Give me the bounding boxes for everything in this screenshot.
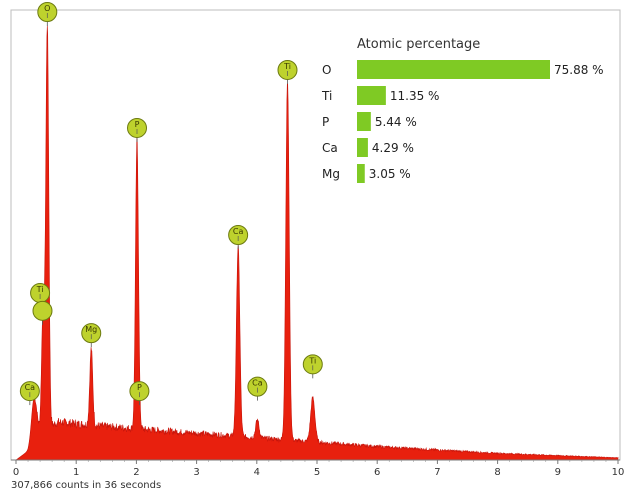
peak-marker: P	[127, 117, 148, 142]
x-tick-label: 2	[133, 467, 139, 478]
legend-bar	[357, 60, 550, 79]
x-tick-label: 4	[254, 467, 260, 478]
legend-rows: O 75.88 % Ti 11.35 % P 5.44 % Ca 4.29 % Mg 3.05 %	[321, 60, 604, 183]
peak-marker-circle	[228, 225, 249, 245]
peak-marker-label: Ca	[233, 227, 244, 236]
peak-marker: Ca	[247, 376, 268, 401]
legend-value: 5.44 %	[375, 115, 417, 129]
legend-element-name: P	[322, 115, 329, 129]
peak-marker-label: O	[44, 4, 50, 13]
plot-area	[10, 9, 621, 461]
peak-marker-circle	[302, 354, 323, 375]
x-tick-label: 0	[13, 467, 19, 478]
atomic-percentage-legend: Atomic percentage O 75.88 % Ti 11.35 % P 5.44…	[321, 37, 604, 183]
peak-marker-label: Ca	[252, 379, 263, 388]
legend-element-name: Mg	[322, 167, 340, 181]
peak-marker-circle	[247, 376, 268, 397]
legend-value: 4.29 %	[372, 141, 414, 155]
peak-marker: Ti	[277, 59, 298, 84]
x-tick-label: 3	[193, 467, 199, 478]
peak-marker-label: Ca	[25, 383, 36, 392]
peak-marker: Mg	[81, 323, 102, 348]
legend-element-name: Ca	[322, 141, 338, 155]
legend-bar	[357, 112, 371, 131]
peak-marker-label: Ti	[36, 285, 44, 294]
legend-bar	[357, 138, 368, 157]
peak-marker-label: Ti	[308, 356, 316, 365]
legend-element-name: Ti	[321, 89, 332, 103]
peak-marker: Ca	[19, 381, 40, 406]
peak-marker-label: Ti	[283, 62, 291, 71]
peak-marker-circle	[81, 323, 102, 344]
peak-marker-label: Mg	[85, 325, 97, 334]
peak-marker-label: P	[135, 120, 140, 129]
peak-marker	[32, 300, 53, 325]
x-axis-ticks: 0 1 2 3 4 5 6 7 8 9 10	[13, 460, 625, 478]
peak-marker-circle	[19, 381, 40, 402]
legend-bar	[357, 164, 365, 183]
peak-marker-circle	[37, 2, 58, 22]
x-tick-label: 6	[374, 467, 380, 478]
peak-marker-circle	[129, 381, 150, 402]
x-tick-label: 10	[612, 467, 625, 478]
legend-value: 11.35 %	[390, 89, 440, 103]
legend-row: Ca 4.29 %	[322, 138, 414, 157]
x-tick-label: 8	[494, 467, 500, 478]
x-tick-label: 1	[73, 467, 79, 478]
legend-row: Mg 3.05 %	[322, 164, 411, 183]
legend-row: Ti 11.35 %	[321, 86, 439, 105]
legend-value: 75.88 %	[554, 63, 604, 77]
x-tick-label: 5	[314, 467, 320, 478]
peak-marker-circle	[127, 117, 148, 138]
legend-bar	[357, 86, 386, 105]
spectrum-area	[15, 25, 619, 461]
peak-marker: Ti	[302, 354, 323, 379]
legend-row: P 5.44 %	[322, 112, 417, 131]
peak-marker-circle	[277, 59, 298, 80]
legend-element-name: O	[322, 63, 331, 77]
peak-marker-label: P	[137, 383, 142, 392]
legend-title: Atomic percentage	[357, 37, 480, 52]
peak-marker: P	[129, 381, 150, 406]
legend-value: 3.05 %	[369, 167, 411, 181]
peak-marker: Ca	[228, 225, 249, 249]
x-tick-label: 9	[555, 467, 561, 478]
peak-markers: O P Ca Ti Ti Mg Ca P Ca Ti	[19, 2, 323, 406]
counts-footer: 307,866 counts in 36 seconds	[11, 480, 161, 491]
peak-marker: O	[37, 2, 58, 26]
legend-row: O 75.88 %	[322, 60, 604, 79]
peak-marker-circle	[32, 300, 53, 321]
x-tick-label: 7	[434, 467, 440, 478]
